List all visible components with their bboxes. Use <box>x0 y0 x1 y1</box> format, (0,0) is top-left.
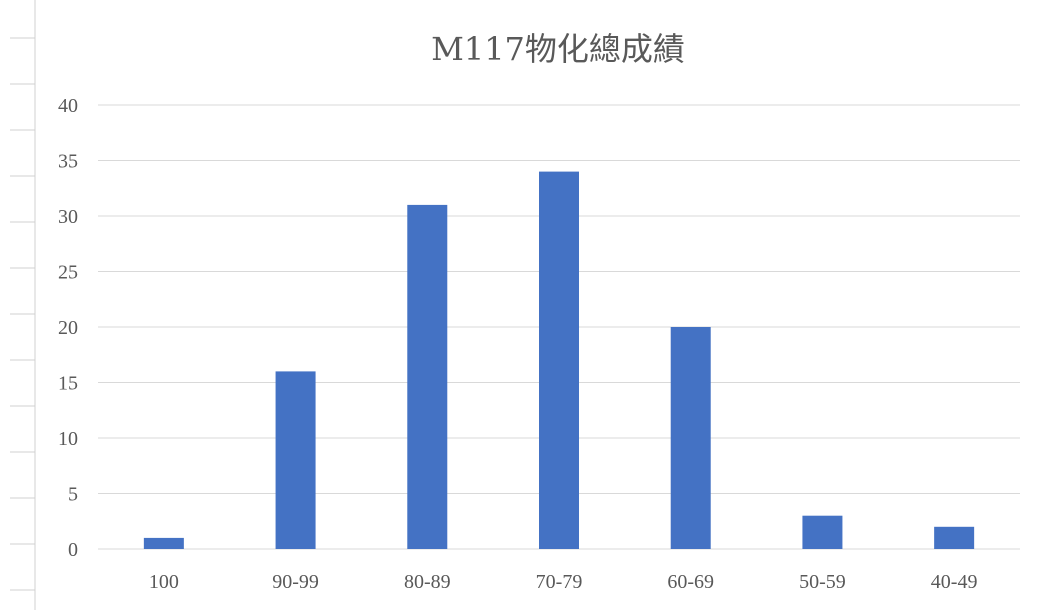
x-tick-label: 100 <box>149 571 179 593</box>
bar-90-99 <box>275 371 316 549</box>
y-tick-label: 10 <box>58 428 78 450</box>
y-tick-label: 40 <box>58 95 78 117</box>
y-tick-label: 0 <box>68 539 78 561</box>
y-tick-label: 15 <box>58 373 78 395</box>
bar-40-49 <box>934 526 975 549</box>
bar-60-69 <box>670 327 711 549</box>
bar-70-79 <box>539 171 579 549</box>
bar-50-59 <box>802 515 843 549</box>
y-axis-ticks: 0 5 10 15 20 25 30 35 40 <box>58 95 78 561</box>
x-tick-label: 90-99 <box>272 571 319 593</box>
bars <box>143 171 975 549</box>
y-tick-label: 20 <box>58 317 78 339</box>
x-tick-label: 70-79 <box>536 571 583 593</box>
chart-title: M117物化總成績 <box>431 30 685 68</box>
y-tick-label: 35 <box>58 151 78 173</box>
y-tick-label: 5 <box>68 484 78 506</box>
x-tick-label: 50-59 <box>799 571 846 593</box>
spreadsheet-gridlines <box>10 0 36 610</box>
x-axis-ticks: 100 90-99 80-89 70-79 60-69 50-59 40-49 <box>149 571 978 593</box>
y-tick-label: 30 <box>58 206 78 228</box>
bar-100 <box>143 537 184 549</box>
x-tick-label: 60-69 <box>667 571 714 593</box>
y-tick-label: 25 <box>58 262 78 284</box>
bar-80-89 <box>407 204 448 549</box>
x-tick-label: 80-89 <box>404 571 451 593</box>
x-tick-label: 40-49 <box>931 571 978 593</box>
